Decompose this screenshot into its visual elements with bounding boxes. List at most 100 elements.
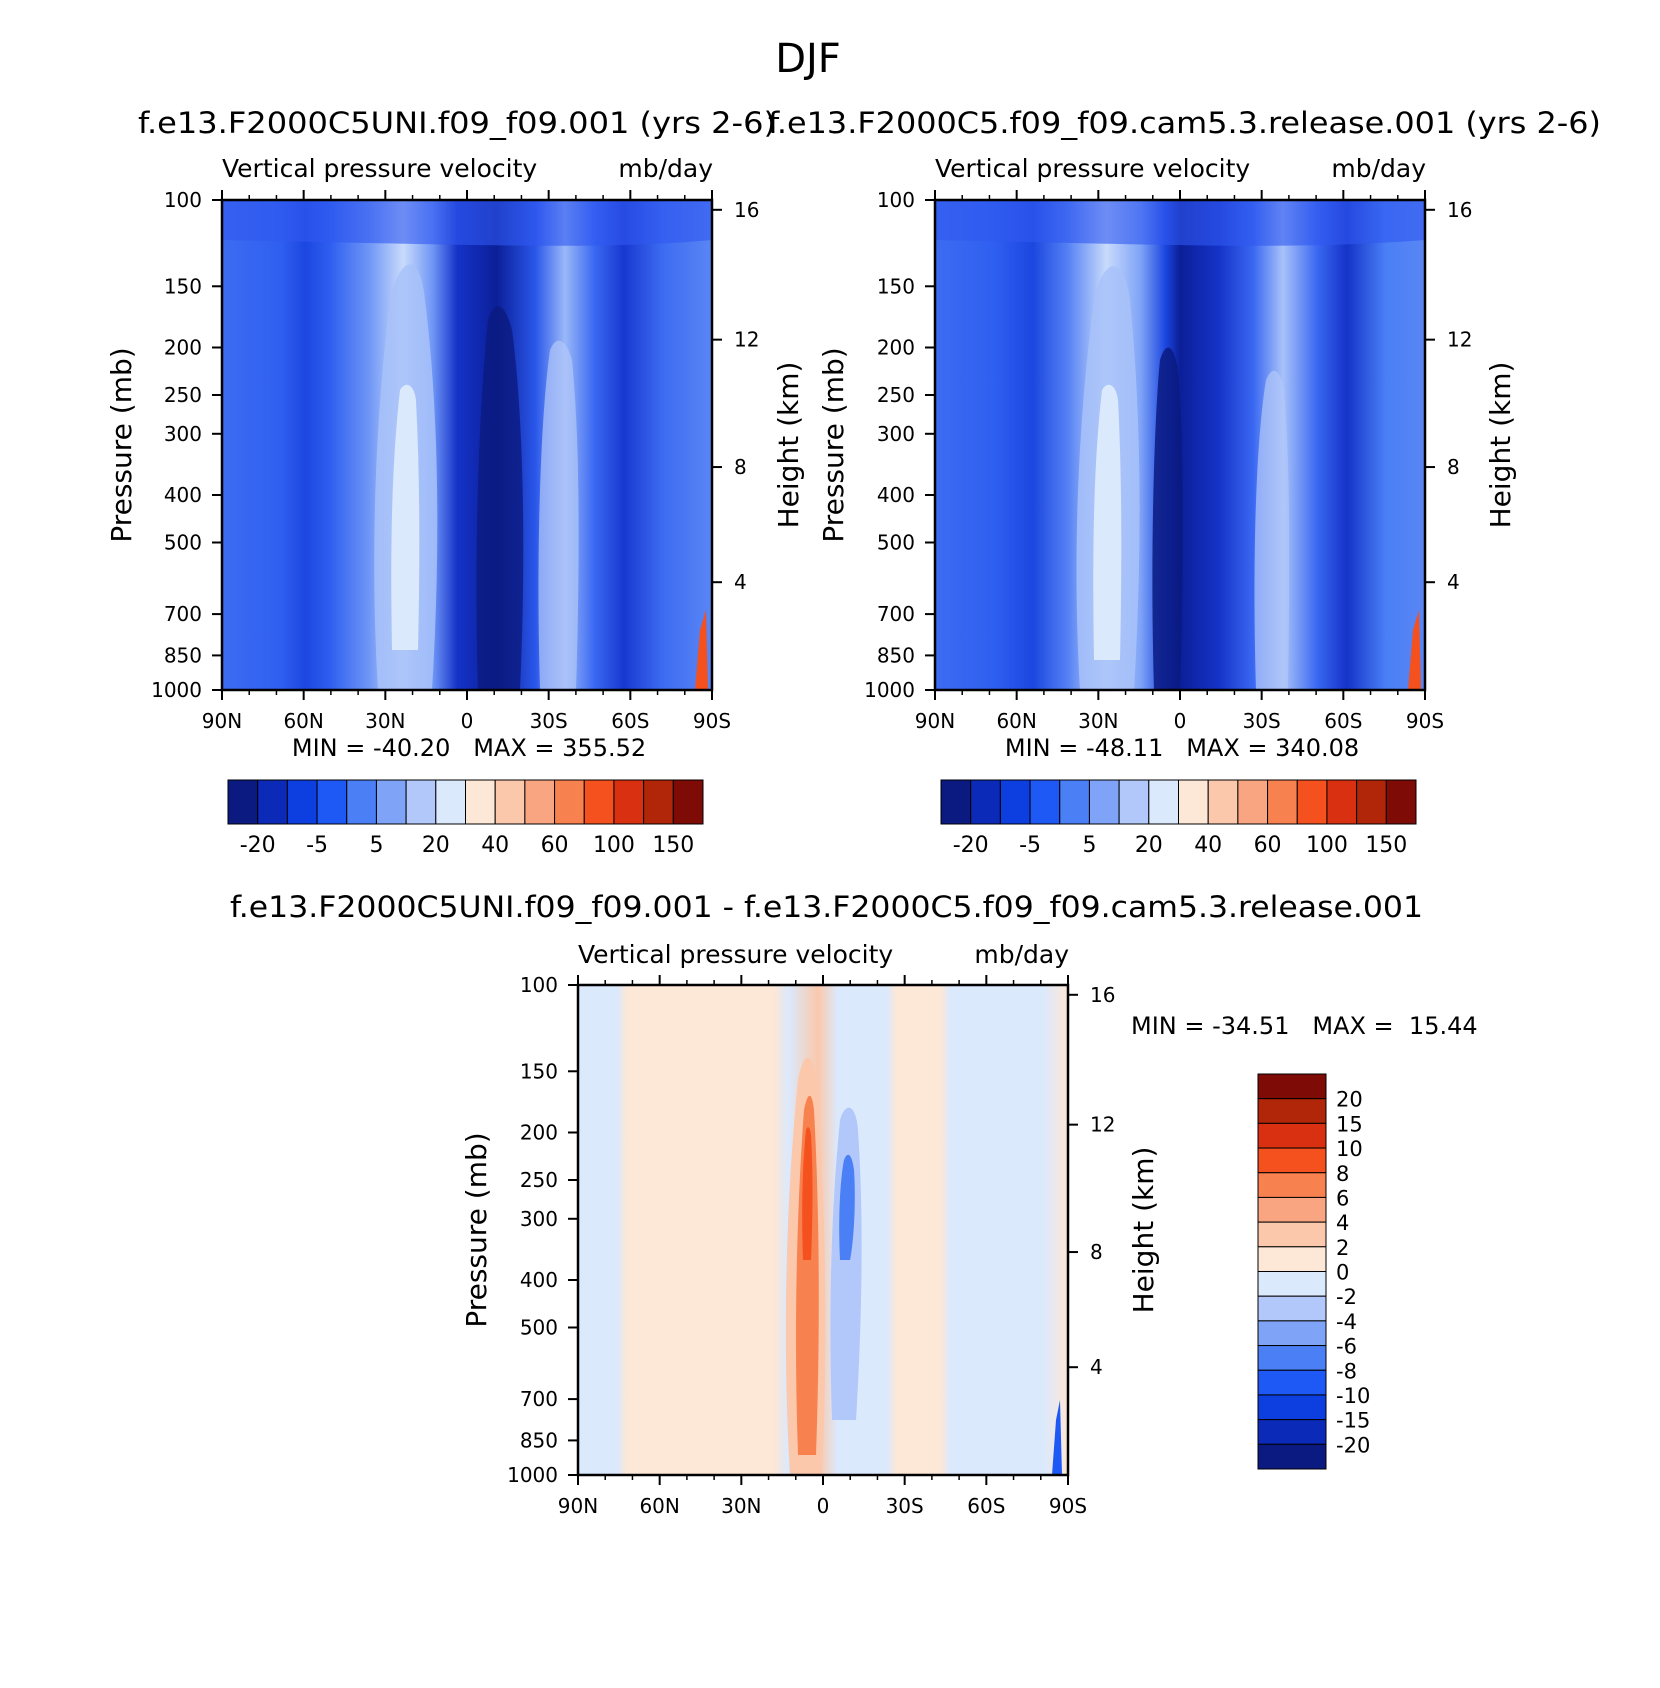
contour-negative-inner	[839, 1154, 855, 1260]
colorbar-swatch	[583, 779, 615, 825]
colorbar-swatch	[1257, 1369, 1327, 1396]
colorbar-swatch	[316, 779, 348, 825]
contour-positive-inner	[796, 1095, 819, 1455]
x-tick-label: 90S	[1406, 709, 1444, 733]
colorbar-swatch	[1356, 779, 1387, 825]
colorbar-swatch	[1257, 1320, 1327, 1347]
colorbar-swatch	[494, 779, 526, 825]
y-tick-label: 150	[164, 274, 202, 298]
y-tick-label: 700	[164, 602, 202, 626]
y-tick-label: 1000	[864, 678, 915, 702]
colorbar-swatch	[1257, 1147, 1327, 1174]
y2-tick-label: 4	[1447, 570, 1460, 594]
y-tick-label: 700	[520, 1387, 558, 1411]
y2-axis-label: Height (km)	[772, 362, 805, 529]
y-tick-label: 500	[520, 1315, 558, 1339]
y-axis-label: Pressure (mb)	[817, 347, 850, 542]
variable-title: Vertical pressure velocity	[578, 940, 893, 969]
colorbar-swatch	[1178, 779, 1209, 825]
contour-positive-core	[802, 1127, 813, 1260]
colorbar-label: 8	[1336, 1162, 1349, 1186]
colorbar-label: 5	[1082, 833, 1096, 858]
colorbar: -20 -5 5 20 40 60 100 150	[227, 779, 704, 858]
colorbar-swatch	[1257, 1271, 1327, 1297]
y2-tick-label: 12	[1447, 328, 1472, 352]
colorbar-label: -20	[240, 833, 276, 858]
contour-light-south	[538, 340, 579, 690]
case-title: f.e13.F2000C5.f09_f09.cam5.3.release.001…	[768, 106, 1601, 140]
x-tick-label: 30N	[365, 709, 405, 733]
min-max-readout: MIN = -34.51 MAX = 15.44	[1131, 1012, 1478, 1040]
y2-tick-label: 16	[1090, 983, 1115, 1007]
y2-tick-label: 16	[734, 198, 759, 222]
x-tick-label: 60S	[1324, 709, 1362, 733]
colorbar-swatch	[465, 779, 496, 825]
colorbar-swatch	[970, 779, 1001, 825]
colorbar-label: 0	[1336, 1261, 1349, 1285]
contour-red-edge	[1408, 610, 1421, 690]
min-max-readout: MIN = -48.11 MAX = 340.08	[1005, 734, 1359, 762]
panel-bottom: f.e13.F2000C5UNI.f09_f09.001 - f.e13.F20…	[230, 890, 1478, 1518]
colorbar-swatch	[1267, 779, 1298, 825]
colorbar-swatch	[1088, 779, 1120, 825]
contour-light-center	[391, 384, 420, 650]
y2-tick-label: 4	[734, 570, 747, 594]
colorbar-swatch	[1257, 1221, 1327, 1248]
colorbar-label: 20	[1336, 1088, 1363, 1112]
y-tick-label: 850	[164, 643, 202, 667]
y-tick-label: 300	[164, 422, 202, 446]
figure-title: DJF	[775, 36, 841, 82]
colorbar-label: 100	[593, 833, 635, 858]
colorbar-swatch	[1257, 1098, 1327, 1124]
y-tick-label: 850	[877, 643, 915, 667]
colorbar-swatch	[1059, 779, 1090, 825]
colorbar-swatch	[1257, 1345, 1327, 1371]
y-tick-label: 300	[877, 422, 915, 446]
colorbar-swatch	[1257, 1172, 1327, 1198]
colorbar-label: 20	[422, 833, 450, 858]
x-tick-label: 90S	[693, 709, 731, 733]
colorbar-swatch	[643, 779, 674, 825]
colorbar-swatch	[435, 779, 466, 825]
y-tick-label: 200	[877, 336, 915, 360]
y-tick-label: 250	[520, 1168, 558, 1192]
colorbar-label: 2	[1336, 1236, 1349, 1260]
y-tick-label: 500	[877, 530, 915, 554]
colorbar-swatch	[405, 779, 437, 825]
x-tick-label: 30N	[1078, 709, 1118, 733]
colorbar-label: -10	[1336, 1384, 1370, 1408]
colorbar-label: -6	[1336, 1335, 1357, 1359]
colorbar-swatch	[1326, 779, 1358, 825]
y-tick-label: 150	[520, 1059, 558, 1083]
colorbar-label: -20	[1336, 1433, 1370, 1457]
colorbar-label: -5	[306, 833, 328, 858]
colorbar-swatch	[286, 779, 318, 825]
x-tick-label: 60N	[283, 709, 323, 733]
variable-title: Vertical pressure velocity	[935, 154, 1250, 183]
colorbar-label: 4	[1336, 1211, 1349, 1235]
contour-negative-edge	[1052, 1400, 1062, 1475]
x-tick-label: 90N	[558, 1494, 598, 1518]
x-tick-label: 60S	[967, 1494, 1005, 1518]
colorbar-swatch	[1148, 779, 1179, 825]
y-tick-label: 100	[877, 188, 915, 212]
colorbar-swatch	[1257, 1122, 1327, 1149]
x-tick-label: 30S	[1243, 709, 1281, 733]
y2-tick-label: 12	[1090, 1113, 1115, 1137]
x-tick-label: 60N	[639, 1494, 679, 1518]
contour-light-south	[1254, 370, 1290, 690]
plot-field	[222, 200, 712, 690]
units-label: mb/day	[1331, 154, 1426, 183]
colorbar: -20 -5 5 20 40 60 100 150	[940, 779, 1417, 858]
y2-tick-label: 16	[1447, 198, 1472, 222]
x-tick-label: 30N	[721, 1494, 761, 1518]
y-axis: 100 150 200 250 300 400 500 700 850 1000	[507, 973, 578, 1487]
y2-tick-label: 12	[734, 328, 759, 352]
contour-red-edge	[695, 610, 708, 690]
colorbar-label: -2	[1336, 1285, 1357, 1309]
colorbar-swatch	[1257, 1246, 1327, 1272]
y-tick-label: 100	[164, 188, 202, 212]
colorbar-swatch	[227, 779, 259, 825]
colorbar-label: 6	[1336, 1186, 1349, 1210]
